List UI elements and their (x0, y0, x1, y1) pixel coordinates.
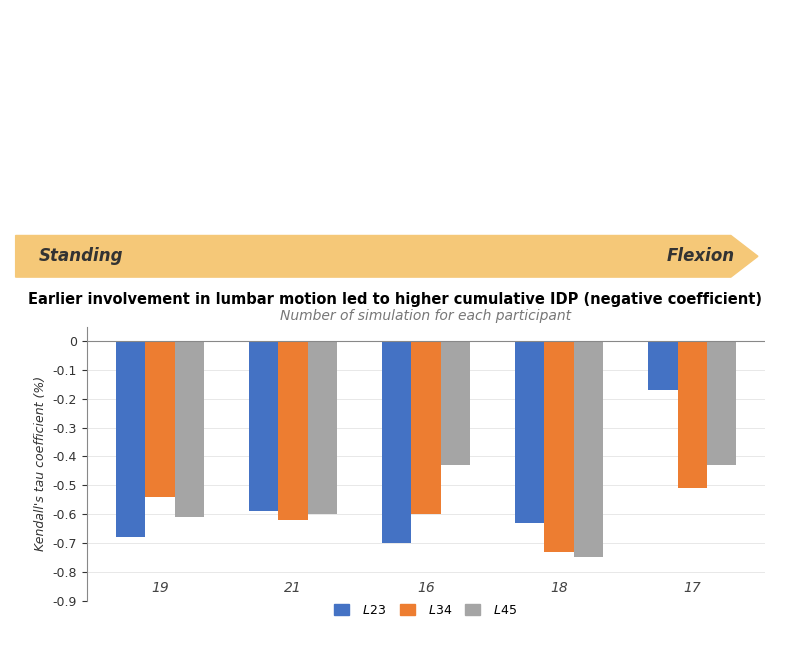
Text: Number of simulation for each participant: Number of simulation for each participan… (281, 310, 571, 323)
Bar (145, 341, 174, 497)
Bar (441, 341, 470, 465)
Bar (174, 341, 204, 517)
Bar (544, 341, 574, 552)
Bar (707, 341, 736, 465)
Text: 17: 17 (683, 581, 701, 596)
Bar (279, 341, 308, 520)
Text: Flexion: Flexion (667, 247, 735, 265)
Bar (649, 341, 678, 390)
Y-axis label: Kendall's tau coefficient (%): Kendall's tau coefficient (%) (34, 376, 47, 551)
Bar (515, 341, 544, 523)
Bar (678, 341, 707, 488)
Text: 18: 18 (550, 581, 568, 596)
Text: Standing: Standing (39, 247, 123, 265)
FancyArrow shape (16, 236, 758, 277)
Bar (116, 341, 145, 537)
Bar (382, 341, 411, 543)
Bar (411, 341, 441, 514)
Bar (574, 341, 603, 558)
Bar (249, 341, 279, 511)
Text: 21: 21 (284, 581, 302, 596)
Legend:  $L23$,  $L34$,  $L45$: $L23$, $L34$, $L45$ (329, 599, 523, 622)
Text: 16: 16 (417, 581, 435, 596)
Bar (308, 341, 337, 514)
Text: 19: 19 (151, 581, 169, 596)
Text: Earlier involvement in lumbar motion led to higher cumulative IDP (negative coef: Earlier involvement in lumbar motion led… (28, 292, 761, 307)
